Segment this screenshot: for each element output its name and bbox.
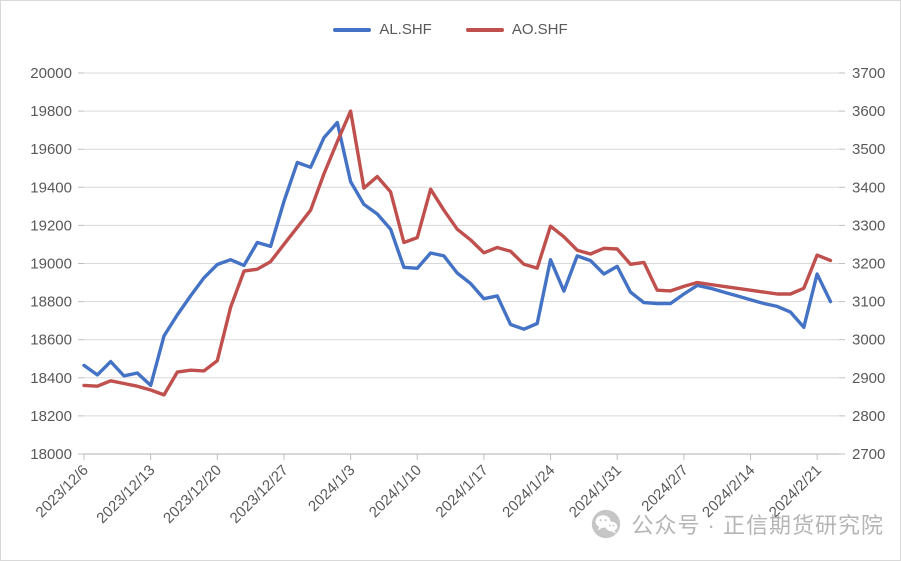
left-axis-tick-label: 19600 <box>30 141 72 158</box>
x-axis-tick-label: 2023/12/6 <box>33 462 92 521</box>
right-axis-tick-label: 3200 <box>852 256 885 273</box>
left-axis-tick-label: 19000 <box>30 256 72 273</box>
right-axis-tick-label: 3000 <box>852 332 885 349</box>
al-shf-line <box>82 120 833 388</box>
left-axis-tick-label: 19400 <box>30 179 72 196</box>
right-axis-tick-label: 2900 <box>852 370 885 387</box>
x-axis-tick-label: 2024/1/3 <box>305 462 358 515</box>
left-axis-tick-label: 19800 <box>30 103 72 120</box>
x-axis-tick-label: 2023/12/27 <box>227 462 292 527</box>
right-axis-tick-label: 3100 <box>852 294 885 311</box>
left-axis-tick-label: 20000 <box>30 65 72 82</box>
right-axis-tick-label: 3300 <box>852 217 885 234</box>
right-axis-tick-label: 3400 <box>852 179 885 196</box>
right-axis-tick-label: 2700 <box>852 446 885 463</box>
x-axis-tick-label: 2024/1/24 <box>499 462 558 521</box>
right-axis-tick-label: 3500 <box>852 141 885 158</box>
x-axis-tick-label: 2024/1/10 <box>366 462 425 521</box>
right-axis-tick-label: 3700 <box>852 65 885 82</box>
right-axis-tick-label: 2800 <box>852 408 885 425</box>
x-axis-tick-label: 2024/2/14 <box>699 462 758 521</box>
x-axis-tick-label: 2024/1/17 <box>433 462 492 521</box>
x-axis-tick-label: 2023/12/13 <box>93 462 158 527</box>
left-axis-tick-label: 18400 <box>30 370 72 387</box>
x-axis-tick-label: 2024/2/21 <box>766 462 825 521</box>
x-axis-tick-label: 2024/1/31 <box>566 462 625 521</box>
left-axis-tick-label: 18600 <box>30 332 72 349</box>
x-axis-tick-label: 2023/12/20 <box>160 462 225 527</box>
ao-shf-line <box>82 109 833 397</box>
left-axis-tick-label: 18200 <box>30 408 72 425</box>
left-axis-tick-label: 18000 <box>30 446 72 463</box>
x-axis-tick-label: 2024/2/7 <box>638 462 691 515</box>
left-axis-tick-label: 18800 <box>30 294 72 311</box>
left-axis-tick-label: 19200 <box>30 217 72 234</box>
right-axis-tick-label: 3600 <box>852 103 885 120</box>
